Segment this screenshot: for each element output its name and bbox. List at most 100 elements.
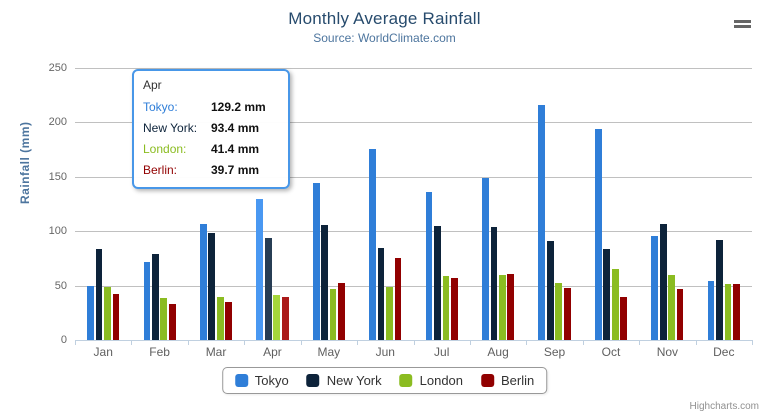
bar-berlin-feb[interactable] bbox=[168, 303, 176, 340]
bar-berlin-oct[interactable] bbox=[620, 297, 628, 340]
y-gridline bbox=[75, 122, 752, 124]
legend-item-new-york[interactable]: New York bbox=[306, 373, 382, 388]
tooltip-series-label: Tokyo: bbox=[143, 100, 178, 114]
bar-tokyo-dec[interactable] bbox=[707, 280, 715, 340]
bar-new-york-nov[interactable] bbox=[659, 224, 667, 340]
bar-new-york-jul[interactable] bbox=[434, 225, 441, 340]
x-axis-tick bbox=[639, 340, 641, 345]
legend-swatch-london bbox=[399, 374, 413, 387]
bar-new-york-sep[interactable] bbox=[546, 240, 554, 340]
bar-berlin-nov[interactable] bbox=[676, 289, 684, 340]
bar-new-york-aug[interactable] bbox=[490, 226, 498, 340]
bar-london-sep[interactable] bbox=[555, 282, 563, 340]
tooltip: Apr Tokyo: 129.2 mm New York: 93.4 mm Lo… bbox=[132, 69, 290, 189]
bar-berlin-aug[interactable] bbox=[507, 274, 515, 340]
x-axis-tick bbox=[413, 340, 415, 345]
x-axis-label: Oct bbox=[601, 345, 621, 359]
y-axis-tick-label: 250 bbox=[48, 62, 67, 74]
y-gridline bbox=[75, 285, 752, 287]
bar-london-oct[interactable] bbox=[611, 269, 619, 340]
y-axis-tick-label: 200 bbox=[48, 116, 67, 129]
bar-berlin-jul[interactable] bbox=[451, 277, 458, 340]
x-axis-label: Nov bbox=[656, 345, 679, 359]
bar-new-york-oct[interactable] bbox=[603, 249, 611, 340]
bar-new-york-jan[interactable] bbox=[95, 249, 103, 340]
tooltip-row: London: 41.4 mm bbox=[143, 139, 280, 160]
bar-berlin-apr[interactable] bbox=[281, 296, 289, 340]
legend-label: New York bbox=[326, 373, 382, 388]
bar-berlin-dec[interactable] bbox=[733, 284, 740, 340]
bar-tokyo-jun[interactable] bbox=[369, 148, 376, 340]
bar-london-jul[interactable] bbox=[442, 275, 450, 340]
tooltip-series-value: 129.2 mm bbox=[211, 100, 266, 114]
bar-tokyo-jul[interactable] bbox=[425, 192, 433, 340]
tooltip-series-label: Berlin: bbox=[143, 163, 178, 177]
bar-london-jun[interactable] bbox=[386, 287, 393, 340]
export-menu-button[interactable] bbox=[729, 13, 755, 35]
x-axis-label: Feb bbox=[149, 345, 170, 359]
legend-item-berlin[interactable]: Berlin bbox=[481, 373, 534, 388]
x-axis-label: Jan bbox=[93, 345, 113, 359]
tooltip-series-value: 41.4 mm bbox=[211, 142, 260, 156]
bar-london-dec[interactable] bbox=[724, 284, 732, 340]
bar-new-york-jun[interactable] bbox=[377, 248, 385, 340]
bar-berlin-jun[interactable] bbox=[394, 257, 402, 340]
legend-item-london[interactable]: London bbox=[399, 373, 463, 388]
bar-new-york-apr[interactable] bbox=[264, 238, 272, 340]
bar-tokyo-may[interactable] bbox=[312, 183, 320, 340]
bar-london-mar[interactable] bbox=[216, 297, 224, 340]
bar-tokyo-jan[interactable] bbox=[87, 285, 94, 340]
x-axis-label: May bbox=[317, 345, 341, 359]
x-axis-label: Apr bbox=[263, 345, 282, 359]
x-axis-label: Aug bbox=[487, 345, 509, 359]
bar-tokyo-sep[interactable] bbox=[538, 104, 546, 340]
x-axis-tick bbox=[582, 340, 584, 345]
x-axis-tick bbox=[695, 340, 697, 345]
bar-london-feb[interactable] bbox=[160, 297, 168, 340]
bar-london-aug[interactable] bbox=[498, 275, 506, 340]
x-axis-label: Jul bbox=[434, 345, 450, 359]
tooltip-series-value: 93.4 mm bbox=[211, 121, 260, 135]
legend-swatch-tokyo bbox=[234, 374, 248, 387]
bar-london-apr[interactable] bbox=[273, 294, 281, 340]
y-axis-tick-label: 0 bbox=[60, 334, 67, 346]
y-axis-tick-label: 50 bbox=[54, 279, 67, 292]
x-axis-tick bbox=[75, 340, 76, 345]
bar-new-york-mar[interactable] bbox=[208, 232, 216, 340]
bar-tokyo-feb[interactable] bbox=[143, 262, 151, 340]
bar-new-york-dec[interactable] bbox=[716, 239, 723, 340]
bar-london-nov[interactable] bbox=[668, 275, 675, 340]
x-axis-tick bbox=[187, 340, 189, 345]
legend-item-tokyo[interactable]: Tokyo bbox=[234, 373, 289, 388]
tooltip-header: Apr bbox=[143, 78, 162, 92]
bar-tokyo-oct[interactable] bbox=[594, 128, 602, 340]
hamburger-menu-icon bbox=[729, 20, 755, 28]
legend-label: Tokyo bbox=[254, 373, 289, 388]
bar-london-jan[interactable] bbox=[104, 286, 111, 340]
x-axis-label: Dec bbox=[713, 345, 735, 359]
bar-new-york-may[interactable] bbox=[321, 224, 329, 340]
bar-berlin-sep[interactable] bbox=[563, 288, 571, 340]
tooltip-row: Tokyo: 129.2 mm bbox=[143, 97, 280, 118]
bar-berlin-mar[interactable] bbox=[225, 302, 233, 340]
bar-berlin-may[interactable] bbox=[338, 282, 345, 340]
x-axis-label: Mar bbox=[205, 345, 227, 359]
x-axis-tick bbox=[752, 340, 753, 345]
tooltip-series-label: London: bbox=[143, 142, 187, 156]
y-gridline bbox=[75, 176, 752, 178]
chart-subtitle: Source: WorldClimate.com bbox=[313, 31, 456, 45]
bar-tokyo-mar[interactable] bbox=[199, 224, 207, 340]
x-axis-label: Jun bbox=[375, 345, 395, 359]
x-axis-label: Sep bbox=[543, 345, 566, 359]
legend-swatch-new-york bbox=[306, 374, 320, 387]
bar-london-may[interactable] bbox=[329, 288, 337, 340]
bar-berlin-jan[interactable] bbox=[112, 293, 120, 340]
bar-new-york-feb[interactable] bbox=[152, 254, 159, 340]
y-gridline bbox=[75, 68, 752, 69]
bar-tokyo-nov[interactable] bbox=[651, 235, 659, 340]
bar-tokyo-aug[interactable] bbox=[482, 178, 489, 340]
x-axis-tick bbox=[357, 340, 359, 345]
highcharts-credits-link[interactable]: Highcharts.com bbox=[689, 401, 759, 412]
bar-tokyo-apr[interactable] bbox=[256, 199, 264, 340]
